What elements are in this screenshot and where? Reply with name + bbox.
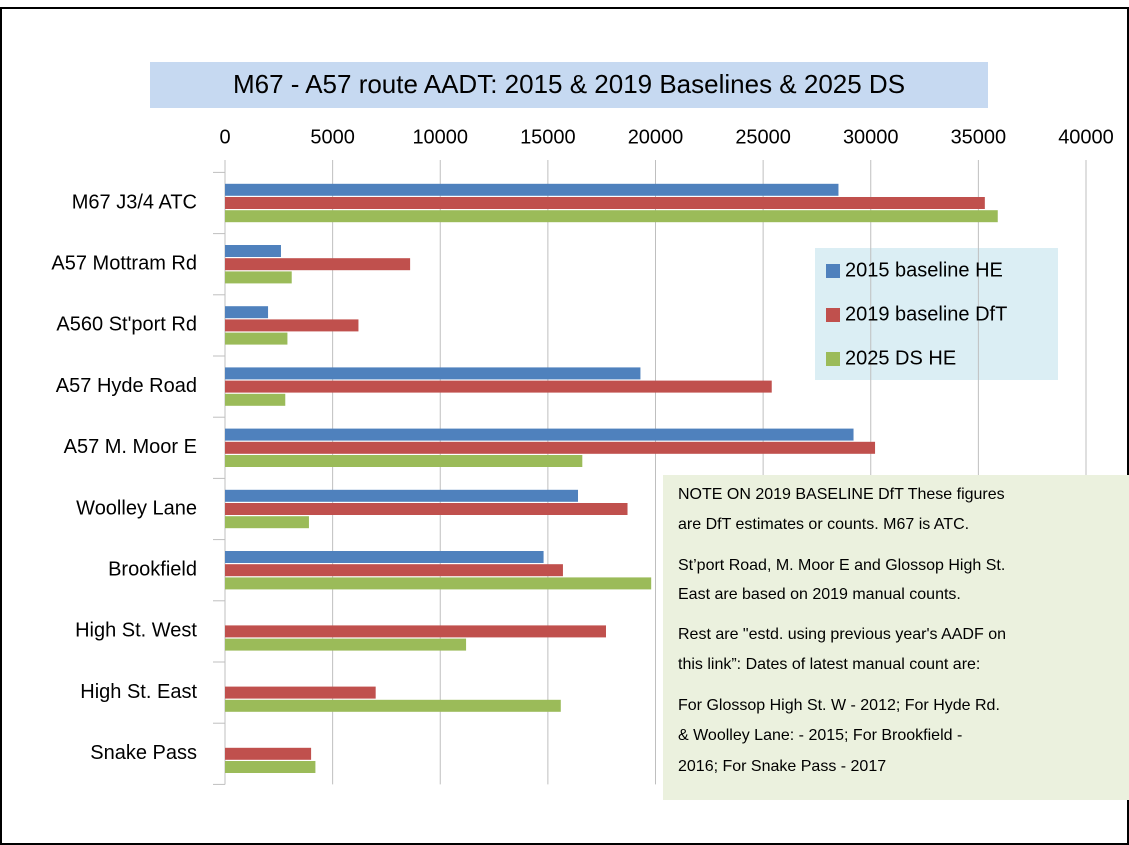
title-box: [150, 62, 988, 108]
x-tick-label: 10000: [412, 126, 468, 148]
y-tick-label: Snake Pass: [90, 742, 197, 764]
bar: [225, 638, 467, 651]
bar: [225, 258, 411, 271]
note-box: [663, 475, 1129, 800]
bar: [225, 319, 359, 332]
x-tick-label: 20000: [628, 126, 684, 148]
bar: [225, 441, 876, 454]
legend-swatch: [826, 264, 840, 278]
bar: [225, 455, 583, 467]
bar: [225, 503, 628, 515]
x-tick-label: 30000: [843, 126, 899, 148]
chart-title: M67 - A57 route AADT: 2015 & 2019 Baseli…: [233, 69, 905, 99]
note-line: NOTE ON 2019 BASELINE DfT These figures: [678, 486, 1005, 503]
x-tick-label: 15000: [520, 126, 576, 148]
y-tick-label: Woolley Lane: [76, 497, 197, 519]
bar: [225, 516, 309, 529]
bar: [225, 332, 288, 345]
bar: [225, 625, 606, 638]
legend-label: 2015 baseline HE: [845, 259, 1003, 281]
legend-swatch: [826, 352, 840, 366]
bar: [225, 183, 839, 196]
x-tick-label: 25000: [735, 126, 791, 148]
legend-label: 2025 DS HE: [845, 347, 956, 369]
bar: [225, 393, 286, 406]
x-tick-label: 5000: [310, 126, 355, 148]
bar: [225, 577, 652, 590]
x-tick-label: 0: [219, 126, 230, 148]
note-line: & Woolley Lane: - 2015; For Brookfield -: [678, 727, 962, 744]
bar: [225, 197, 985, 209]
y-tick-label: High St. West: [75, 620, 197, 642]
bar: [225, 551, 544, 563]
x-tick-label: 40000: [1058, 126, 1114, 148]
bar: [225, 761, 316, 773]
y-tick-label: Brookfield: [108, 558, 197, 580]
bar: [225, 271, 292, 284]
bar: [225, 367, 641, 380]
y-tick-label: High St. East: [80, 681, 197, 703]
y-tick-label: M67 J3/4 ATC: [72, 191, 197, 213]
y-tick-label: A57 Hyde Road: [56, 375, 197, 397]
note-line: 2016; For Snake Pass - 2017: [678, 758, 886, 775]
y-tick-label: A560 St'port Rd: [56, 314, 197, 336]
bar: [225, 489, 579, 502]
bar: [225, 747, 312, 760]
note-line: East are based on 2019 manual counts.: [678, 586, 961, 603]
note-line: St’port Road, M. Moor E and Glossop High…: [678, 557, 1005, 574]
bar: [225, 686, 376, 699]
note-line: Rest are "estd. using previous year's AA…: [678, 626, 1006, 643]
legend-swatch: [826, 308, 840, 322]
bar: [225, 564, 563, 577]
bar: [225, 428, 854, 441]
bar: [225, 210, 998, 223]
bar: [225, 245, 281, 257]
bar: [225, 306, 269, 319]
note-line: this link”: Dates of latest manual count…: [678, 656, 980, 673]
legend-label: 2019 baseline DfT: [845, 303, 1007, 325]
x-tick-label: 35000: [951, 126, 1007, 148]
note-line: For Glossop High St. W - 2012; For Hyde …: [678, 697, 1000, 714]
note-line: are DfT estimates or counts. M67 is ATC.: [678, 516, 969, 533]
bar: [225, 380, 772, 393]
y-tick-label: A57 M. Moor E: [64, 436, 197, 458]
y-tick-label: A57 Mottram Rd: [51, 252, 197, 274]
bar: [225, 699, 561, 712]
legend-box: [815, 248, 1058, 380]
